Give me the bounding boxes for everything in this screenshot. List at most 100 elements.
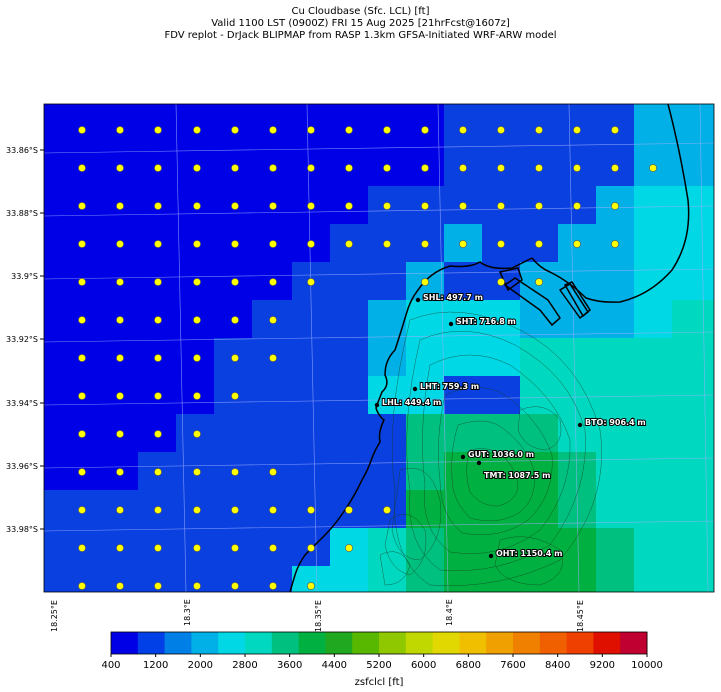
grid-dot [78, 544, 86, 552]
grid-dot [307, 240, 315, 248]
grid-dot [497, 240, 505, 248]
colorbar-swatch [271, 632, 300, 654]
grid-dot [307, 506, 315, 514]
grid-dot [193, 126, 201, 134]
grid-dot [611, 202, 619, 210]
grid-dot [116, 240, 124, 248]
colorbar-tick-label: 5200 [366, 660, 391, 671]
colorbar-swatch [486, 632, 514, 654]
title-line-3: FDV replot - DrJack BLIPMAP from RASP 1.… [164, 30, 557, 41]
colorbar-tick-label: 6000 [411, 660, 436, 671]
grid-dot [649, 164, 657, 172]
grid-dot [78, 240, 86, 248]
station-label-bto: BTO: 906.4 m [585, 418, 646, 427]
grid-dot [269, 354, 277, 362]
title-line-2: Valid 1100 LST (0900Z) FRI 15 Aug 2025 [… [211, 18, 510, 29]
plot-frame [43, 103, 715, 593]
colorbar [110, 631, 648, 655]
station-marker-gut [460, 454, 466, 460]
grid-dot [535, 164, 543, 172]
grid-dot [116, 126, 124, 134]
grid-dot [345, 544, 353, 552]
grid-dot [231, 392, 239, 400]
grid-dot [535, 278, 543, 286]
grid-dot [383, 164, 391, 172]
grid-dot [116, 354, 124, 362]
colorbar-swatch [325, 632, 353, 654]
grid-dot [459, 240, 467, 248]
grid-dot [154, 468, 162, 476]
lat-label-1: 33.86°S [6, 146, 38, 155]
grid-dot [78, 392, 86, 400]
lat-ticks [40, 149, 44, 530]
lat-labels: 33.86°S 33.88°S 33.9°S 33.92°S 33.94°S 3… [6, 146, 38, 534]
grid-dot [154, 506, 162, 514]
grid-dot [154, 278, 162, 286]
station-label-gut: GUT: 1036.0 m [468, 450, 534, 459]
grid-dot [193, 164, 201, 172]
grid-dot [383, 126, 391, 134]
colorbar-swatch [566, 632, 594, 654]
colorbar-tick-label: 7600 [500, 660, 525, 671]
grid-dot [78, 278, 86, 286]
grid-dot [78, 354, 86, 362]
grid-dot [459, 164, 467, 172]
grid-dot [78, 430, 86, 438]
grid-dot [154, 544, 162, 552]
grid-dot [154, 164, 162, 172]
grid-dot [116, 544, 124, 552]
grid-dot [154, 240, 162, 248]
lat-label-4: 33.92°S [6, 335, 38, 344]
colorbar-swatch [245, 632, 273, 654]
grid-dot [307, 582, 315, 590]
grid-dot [459, 202, 467, 210]
grid-dot [421, 202, 429, 210]
grid-dot [116, 430, 124, 438]
grid-dot [421, 126, 429, 134]
field-region-green-strong [444, 452, 596, 592]
terrain-contours [379, 311, 602, 586]
grid-dot [421, 240, 429, 248]
grid-dot [116, 164, 124, 172]
lon-label-4: 18.4°E [445, 599, 454, 626]
grid-dot [154, 430, 162, 438]
lat-label-7: 33.98°S [6, 525, 38, 534]
grid-dot [116, 278, 124, 286]
colorbar-swatch [379, 632, 407, 654]
station-marker-lht [412, 386, 418, 392]
lon-labels: 18.25°E 18.3°E 18.35°E 18.4°E 18.45°E [50, 599, 585, 632]
grid-dot [535, 202, 543, 210]
grid-dot [345, 506, 353, 514]
grid-dot [154, 582, 162, 590]
colorbar-swatch [459, 632, 487, 654]
colorbar-tick-label: 6800 [456, 660, 481, 671]
title-line-1: Cu Cloudbase (Sfc. LCL) [ft] [291, 6, 430, 17]
grid-dot [193, 202, 201, 210]
station-marker-bto [577, 422, 583, 428]
grid-dot [535, 240, 543, 248]
grid-dot [345, 164, 353, 172]
grid-dot [231, 468, 239, 476]
grid-dot [269, 468, 277, 476]
lat-label-6: 33.96°S [6, 462, 38, 471]
colorbar-swatch [539, 632, 568, 654]
colorbar-swatch [432, 632, 460, 654]
grid-dots [78, 126, 657, 590]
grid-dot [611, 240, 619, 248]
grid-dot [231, 202, 239, 210]
grid-dot [421, 164, 429, 172]
station-marker-lhl [374, 402, 380, 408]
grid-dot [78, 316, 86, 324]
grid-dot [269, 202, 277, 210]
grid-dot [307, 164, 315, 172]
colorbar-swatch [405, 632, 434, 654]
colorbar-tick-label: 10000 [631, 660, 663, 671]
grid-dot [116, 392, 124, 400]
grid-dot [269, 506, 277, 514]
grid-dot [383, 202, 391, 210]
grid-dot [421, 278, 429, 286]
lon-label-5: 18.45°E [576, 600, 585, 632]
grid-dot [231, 126, 239, 134]
colorbar-swatch [593, 632, 621, 654]
